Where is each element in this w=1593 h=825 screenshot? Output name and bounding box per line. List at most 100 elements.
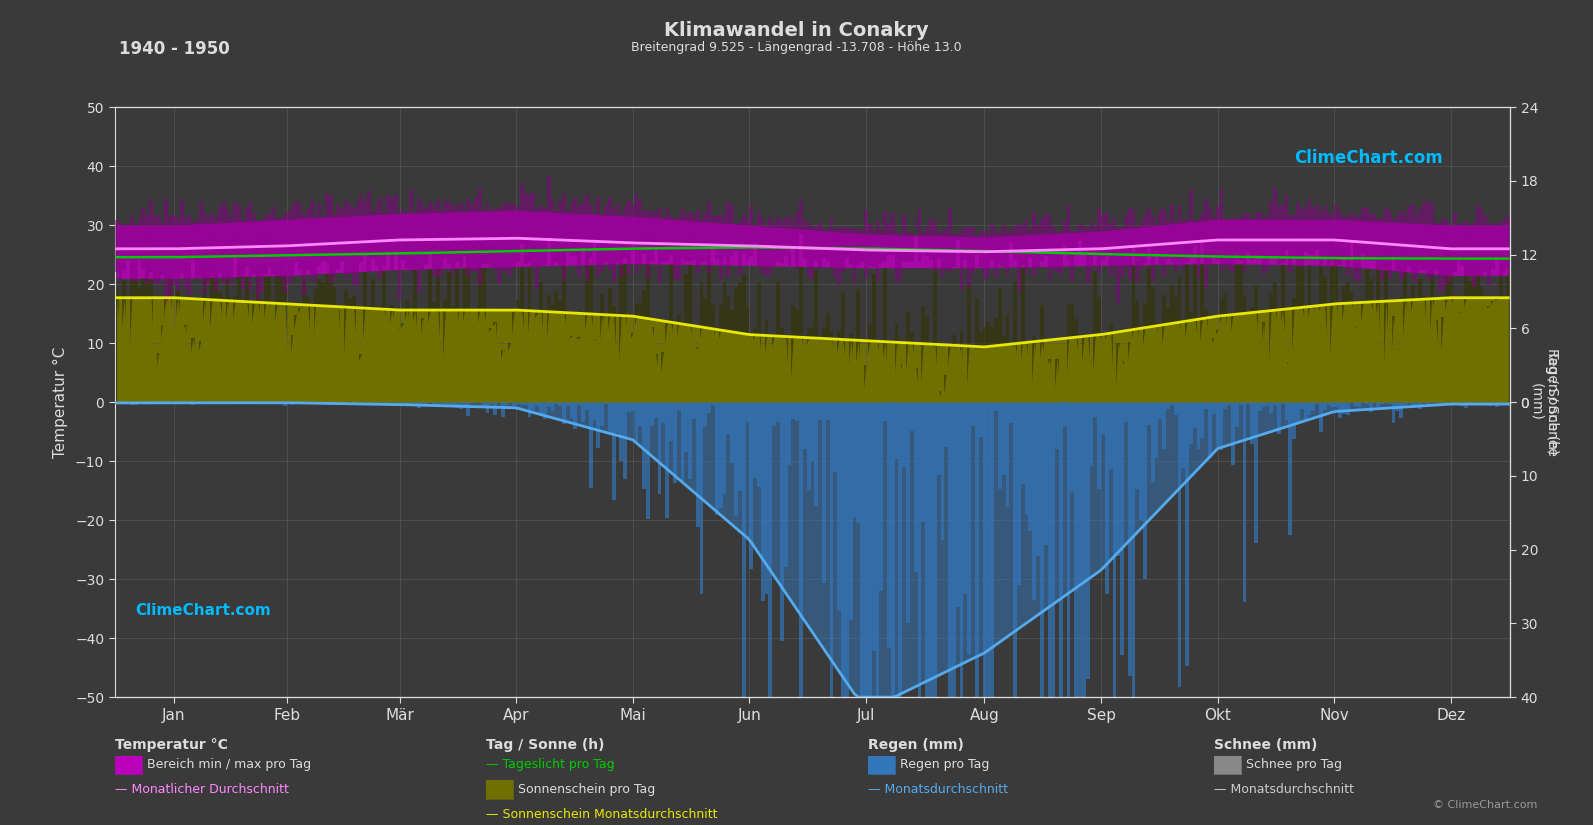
Bar bbox=[623, 238, 628, 403]
Bar bbox=[1368, 279, 1373, 403]
Bar bbox=[975, 403, 978, 697]
Bar bbox=[647, 403, 650, 519]
Bar bbox=[1469, 403, 1472, 405]
Bar bbox=[298, 204, 303, 271]
Bar bbox=[432, 302, 436, 403]
Bar bbox=[604, 338, 609, 403]
Bar bbox=[1431, 205, 1434, 280]
Bar bbox=[1035, 225, 1040, 268]
Bar bbox=[948, 210, 953, 273]
Bar bbox=[838, 331, 841, 403]
Bar bbox=[1341, 217, 1346, 259]
Bar bbox=[1182, 220, 1185, 269]
Bar bbox=[768, 352, 773, 403]
Bar bbox=[1284, 403, 1289, 420]
Bar bbox=[742, 274, 746, 403]
Bar bbox=[787, 215, 792, 266]
Bar bbox=[593, 339, 596, 403]
Bar bbox=[819, 403, 822, 420]
Bar bbox=[551, 403, 554, 411]
Bar bbox=[581, 341, 585, 403]
Bar bbox=[1098, 297, 1101, 403]
Bar bbox=[926, 403, 929, 697]
Bar bbox=[481, 242, 486, 403]
Bar bbox=[188, 359, 191, 403]
Bar bbox=[1461, 224, 1464, 266]
Bar bbox=[264, 215, 268, 274]
Bar bbox=[1055, 233, 1059, 271]
Bar bbox=[964, 403, 967, 593]
Bar bbox=[1297, 262, 1300, 403]
Bar bbox=[1411, 285, 1415, 403]
Bar bbox=[1067, 204, 1070, 262]
Bar bbox=[284, 214, 287, 293]
Bar bbox=[945, 229, 948, 271]
Bar bbox=[371, 212, 374, 259]
Bar bbox=[757, 212, 761, 268]
Bar bbox=[519, 243, 524, 403]
Bar bbox=[803, 351, 806, 403]
Bar bbox=[718, 403, 723, 507]
Bar bbox=[363, 263, 366, 403]
Bar bbox=[417, 348, 421, 403]
Bar bbox=[1059, 230, 1063, 274]
Bar bbox=[577, 206, 581, 276]
Bar bbox=[710, 403, 715, 405]
Bar bbox=[1437, 224, 1442, 291]
Bar bbox=[401, 209, 405, 260]
Bar bbox=[910, 403, 914, 431]
Bar bbox=[1319, 267, 1322, 403]
Bar bbox=[1365, 403, 1368, 404]
Bar bbox=[902, 387, 906, 403]
Bar bbox=[123, 280, 126, 403]
Bar bbox=[914, 222, 918, 225]
Bar bbox=[1185, 219, 1188, 262]
Bar bbox=[1365, 252, 1368, 403]
Bar bbox=[933, 222, 937, 271]
Bar bbox=[295, 200, 298, 262]
Bar bbox=[868, 224, 871, 266]
Bar bbox=[929, 348, 933, 403]
Bar bbox=[1418, 403, 1423, 409]
Bar bbox=[1311, 208, 1316, 256]
Bar bbox=[325, 193, 328, 262]
Bar bbox=[929, 403, 933, 697]
Bar bbox=[1373, 214, 1376, 262]
Bar bbox=[1231, 316, 1235, 403]
Bar bbox=[1426, 354, 1431, 403]
Bar bbox=[360, 355, 363, 403]
Bar bbox=[883, 403, 887, 421]
Bar bbox=[436, 403, 440, 404]
Bar bbox=[1163, 295, 1166, 403]
Bar bbox=[696, 403, 699, 526]
Bar bbox=[601, 214, 604, 271]
Bar bbox=[169, 276, 172, 403]
Bar bbox=[978, 332, 983, 403]
Bar bbox=[527, 403, 532, 417]
Bar bbox=[1067, 305, 1070, 403]
Bar bbox=[543, 208, 546, 265]
Text: — Monatsdurchschnitt: — Monatsdurchschnitt bbox=[868, 783, 1008, 796]
Bar bbox=[180, 200, 183, 275]
Bar bbox=[268, 272, 271, 403]
Bar bbox=[1453, 313, 1456, 403]
Bar bbox=[1431, 256, 1434, 403]
Bar bbox=[328, 271, 333, 403]
Bar bbox=[1322, 277, 1327, 403]
Bar bbox=[172, 329, 175, 403]
Text: — Monatsdurchschnitt: — Monatsdurchschnitt bbox=[1214, 783, 1354, 796]
Bar bbox=[1177, 277, 1182, 403]
Bar bbox=[1450, 262, 1453, 403]
Bar bbox=[926, 227, 929, 257]
Bar bbox=[451, 306, 456, 403]
Bar bbox=[749, 205, 753, 256]
Bar bbox=[1384, 252, 1388, 403]
Bar bbox=[1456, 403, 1461, 405]
Bar bbox=[1048, 216, 1051, 280]
Bar bbox=[814, 403, 819, 506]
Bar bbox=[1392, 403, 1395, 423]
Bar bbox=[1434, 222, 1437, 271]
Bar bbox=[898, 403, 902, 697]
Bar bbox=[1437, 403, 1442, 406]
Bar bbox=[967, 227, 972, 287]
